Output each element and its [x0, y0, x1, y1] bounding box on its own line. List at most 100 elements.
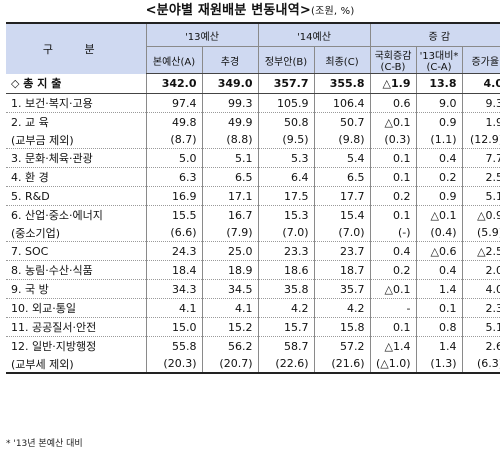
table-header: 구 분 '13예산 '14예산 증 감 본예산(A) 추경 정부안(B) 최종(… — [6, 23, 500, 74]
cell-14-gov: (9.5) — [258, 131, 314, 149]
cell-d-13: 0.8 — [416, 318, 462, 337]
row-item: 6. 산업·중소·에너지 — [6, 206, 146, 225]
table-row: 12. 일반·지방행정 55.8 56.2 58.7 57.2 △1.4 1.4… — [6, 337, 500, 356]
cell-14-gov: 15.3 — [258, 206, 314, 225]
row-item: 10. 외교·통일 — [6, 299, 146, 318]
cell-14-final: (9.8) — [314, 131, 370, 149]
cell-d-13: 9.0 — [416, 94, 462, 113]
cell-13-main: 5.0 — [146, 149, 202, 168]
cell-d-rate: 2.0 — [462, 261, 500, 280]
cell-13-supp: 5.1 — [202, 149, 258, 168]
row-item: (중소기업) — [6, 224, 146, 242]
cell-d-13: 0.4 — [416, 149, 462, 168]
cell-14-final: 15.4 — [314, 206, 370, 225]
cell-14-final: 15.8 — [314, 318, 370, 337]
cell-d-rate: (5.9) — [462, 224, 500, 242]
header-y13: '13예산 — [146, 23, 258, 47]
header-y13-supp: 추경 — [202, 47, 258, 74]
budget-table: 구 분 '13예산 '14예산 증 감 본예산(A) 추경 정부안(B) 최종(… — [6, 22, 500, 374]
cell-d-assembly: 0.1 — [370, 206, 416, 225]
cell-d-13: 0.1 — [416, 299, 462, 318]
cell-13-supp: 349.0 — [202, 74, 258, 94]
cell-14-gov: 23.3 — [258, 242, 314, 261]
table-row: 9. 국 방 34.3 34.5 35.8 35.7 △0.1 1.4 4.0 — [6, 280, 500, 299]
table-row: 11. 공공질서·안전 15.0 15.2 15.7 15.8 0.1 0.8 … — [6, 318, 500, 337]
cell-d-assembly: 0.6 — [370, 94, 416, 113]
cell-13-main: (8.7) — [146, 131, 202, 149]
cell-14-gov: 105.9 — [258, 94, 314, 113]
row-item: 9. 국 방 — [6, 280, 146, 299]
cell-d-13: △0.1 — [416, 206, 462, 225]
cell-d-13: 0.2 — [416, 168, 462, 187]
cell-14-final: 6.5 — [314, 168, 370, 187]
cell-d-13: 0.9 — [416, 113, 462, 132]
table-row: 5. R&D 16.9 17.1 17.5 17.7 0.2 0.9 5.1 — [6, 187, 500, 206]
header-y14-final: 최종(C) — [314, 47, 370, 74]
header-d-assembly: 국회증감 (C-B) — [370, 47, 416, 74]
title-text: <분야별 재원배분 변동내역> — [146, 3, 311, 18]
cell-d-assembly: - — [370, 299, 416, 318]
cell-14-final: 4.2 — [314, 299, 370, 318]
row-item: 5. R&D — [6, 187, 146, 206]
cell-14-final: 23.7 — [314, 242, 370, 261]
cell-13-main: 15.0 — [146, 318, 202, 337]
row-item: 1. 보건·복지·고용 — [6, 94, 146, 113]
table-row-sub: (중소기업) (6.6) (7.9) (7.0) (7.0) (-) (0.4)… — [6, 224, 500, 242]
cell-13-supp: (8.8) — [202, 131, 258, 149]
cell-d-assembly: 0.4 — [370, 242, 416, 261]
cell-13-main: 342.0 — [146, 74, 202, 94]
cell-d-assembly: (△1.0) — [370, 355, 416, 373]
cell-14-final: 5.4 — [314, 149, 370, 168]
cell-13-main: 97.4 — [146, 94, 202, 113]
row-item: (교부금 제외) — [6, 131, 146, 149]
cell-14-gov: 50.8 — [258, 113, 314, 132]
cell-d-13: (1.3) — [416, 355, 462, 373]
cell-13-supp: 17.1 — [202, 187, 258, 206]
cell-d-assembly: 0.1 — [370, 149, 416, 168]
cell-14-final: 50.7 — [314, 113, 370, 132]
cell-13-supp: 25.0 — [202, 242, 258, 261]
row-item: 11. 공공질서·안전 — [6, 318, 146, 337]
cell-d-rate: (12.9) — [462, 131, 500, 149]
cell-d-rate: △0.9 — [462, 206, 500, 225]
cell-13-main: 6.3 — [146, 168, 202, 187]
cell-d-13: 1.4 — [416, 280, 462, 299]
header-d-13: '13대비* (C-A) — [416, 47, 462, 74]
cell-d-rate: 9.3 — [462, 94, 500, 113]
header-gubun: 구 분 — [6, 23, 146, 74]
cell-d-rate: 2.3 — [462, 299, 500, 318]
cell-13-main: 18.4 — [146, 261, 202, 280]
cell-14-gov: 58.7 — [258, 337, 314, 356]
table-row: 4. 환 경 6.3 6.5 6.4 6.5 0.1 0.2 2.5 — [6, 168, 500, 187]
cell-d-assembly: (-) — [370, 224, 416, 242]
cell-13-main: 49.8 — [146, 113, 202, 132]
cell-d-13: (0.4) — [416, 224, 462, 242]
cell-13-supp: (7.9) — [202, 224, 258, 242]
cell-13-main: (6.6) — [146, 224, 202, 242]
cell-d-13: (1.1) — [416, 131, 462, 149]
header-y13-main: 본예산(A) — [146, 47, 202, 74]
row-item: 2. 교 육 — [6, 113, 146, 132]
cell-d-assembly: △1.4 — [370, 337, 416, 356]
cell-13-supp: 18.9 — [202, 261, 258, 280]
header-y14: '14예산 — [258, 23, 370, 47]
cell-14-final: 57.2 — [314, 337, 370, 356]
row-item: ◇ 총 지 출 — [6, 74, 146, 94]
table-row: 3. 문화·체육·관광 5.0 5.1 5.3 5.4 0.1 0.4 7.7 — [6, 149, 500, 168]
row-item: 7. SOC — [6, 242, 146, 261]
cell-d-rate: 2.5 — [462, 168, 500, 187]
cell-14-final: 106.4 — [314, 94, 370, 113]
row-item: 12. 일반·지방행정 — [6, 337, 146, 356]
table-row-sub: (교부금 제외) (8.7) (8.8) (9.5) (9.8) (0.3) (… — [6, 131, 500, 149]
cell-13-main: 15.5 — [146, 206, 202, 225]
cell-d-assembly: △0.1 — [370, 280, 416, 299]
row-item: 3. 문화·체육·관광 — [6, 149, 146, 168]
cell-d-assembly: 0.2 — [370, 261, 416, 280]
cell-13-supp: 49.9 — [202, 113, 258, 132]
cell-d-13: △0.6 — [416, 242, 462, 261]
row-item: 8. 농림·수산·식품 — [6, 261, 146, 280]
table-body: ◇ 총 지 출 342.0 349.0 357.7 355.8 △1.9 13.… — [6, 74, 500, 374]
table-row: 8. 농림·수산·식품 18.4 18.9 18.6 18.7 0.2 0.4 … — [6, 261, 500, 280]
cell-13-supp: 6.5 — [202, 168, 258, 187]
cell-14-gov: 357.7 — [258, 74, 314, 94]
